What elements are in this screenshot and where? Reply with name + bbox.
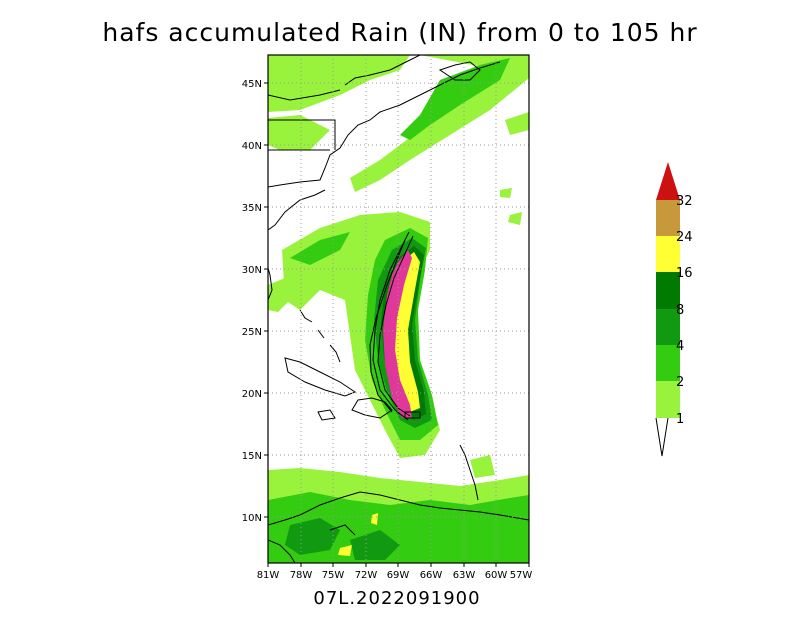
colorbar-swatch-mid xyxy=(656,309,680,345)
lon-label: 66W xyxy=(420,570,443,581)
lat-label: 15N xyxy=(242,451,262,462)
colorbar-label: 32 xyxy=(676,194,693,209)
run-id-label: 07L.2022091900 xyxy=(313,588,481,609)
lat-tick-labels: 45N 40N 35N 30N 25N 20N 15N 10N xyxy=(242,79,262,524)
lon-label: 78W xyxy=(290,570,313,581)
grid-lines xyxy=(268,55,529,563)
colorbar-label: 2 xyxy=(676,375,684,390)
colorbar-label: 4 xyxy=(676,339,684,354)
colorbar: 32 24 16 8 4 2 1 xyxy=(655,162,693,457)
colorbar-label: 24 xyxy=(676,230,693,245)
colorbar-swatch-dark xyxy=(656,272,680,309)
colorbar-arrow-min xyxy=(655,417,669,457)
lat-label: 40N xyxy=(242,141,262,152)
colorbar-swatch-lightest xyxy=(656,381,680,418)
lon-label: 81W xyxy=(257,570,280,581)
coastlines xyxy=(268,55,529,563)
lat-label: 45N xyxy=(242,79,262,90)
rain-field xyxy=(268,55,529,563)
lon-label: 60W xyxy=(485,570,508,581)
lat-label: 20N xyxy=(242,389,262,400)
lon-label: 57W xyxy=(510,570,533,581)
lon-tick-labels: 81W 78W 75W 72W 69W 66W 63W 60W 57W xyxy=(257,570,533,581)
axis-ticks xyxy=(264,82,530,567)
lon-label: 72W xyxy=(355,570,378,581)
colorbar-swatch-light xyxy=(656,345,680,381)
colorbar-arrow-max xyxy=(656,162,680,200)
lon-label: 69W xyxy=(387,570,410,581)
colorbar-label: 16 xyxy=(676,266,693,281)
lon-label: 75W xyxy=(322,570,345,581)
colorbar-swatch-yellow xyxy=(656,236,680,272)
lat-label: 35N xyxy=(242,203,262,214)
lat-label: 25N xyxy=(242,327,262,338)
colorbar-label: 8 xyxy=(676,303,684,318)
colorbar-label: 1 xyxy=(676,412,684,427)
colorbar-swatch-tan xyxy=(656,200,680,236)
lon-label: 63W xyxy=(453,570,476,581)
lat-label: 30N xyxy=(242,265,262,276)
map-title: hafs accumulated Rain (IN) from 0 to 105… xyxy=(102,18,698,47)
lat-label: 10N xyxy=(242,513,262,524)
